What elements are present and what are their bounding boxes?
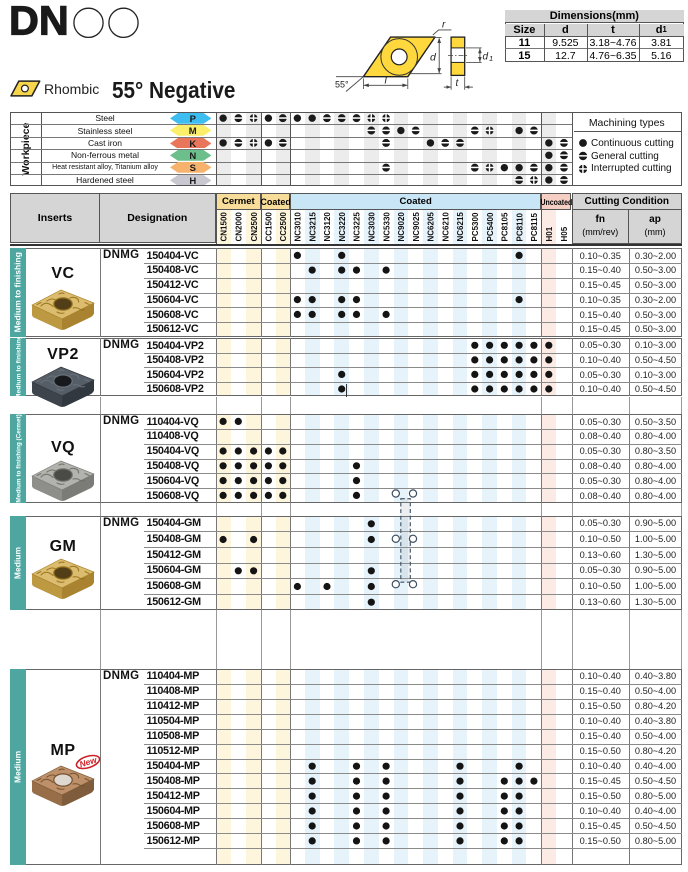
svg-text:CN2500: CN2500 — [250, 212, 259, 242]
svg-text:NC3030: NC3030 — [368, 212, 377, 242]
svg-text:d: d — [430, 52, 437, 64]
svg-text:M: M — [189, 126, 197, 136]
svg-text:P: P — [189, 114, 196, 124]
svg-text:Medium to finishing (Cermet): Medium to finishing (Cermet) — [16, 414, 23, 502]
svg-text:Medium to finishing: Medium to finishing — [16, 338, 23, 396]
svg-text:r: r — [442, 20, 446, 31]
svg-text:d: d — [483, 52, 489, 63]
svg-text:NC3010: NC3010 — [294, 212, 303, 242]
svg-text:CC2500: CC2500 — [279, 212, 288, 242]
svg-text:55°: 55° — [335, 80, 349, 90]
svg-text:N: N — [189, 151, 196, 161]
svg-text:H05: H05 — [560, 226, 569, 241]
svg-text:K: K — [189, 138, 196, 148]
svg-text:CC1500: CC1500 — [265, 212, 274, 242]
svg-text:t: t — [456, 78, 460, 89]
svg-text:PC8105: PC8105 — [501, 212, 510, 241]
svg-text:PC8115: PC8115 — [530, 212, 539, 241]
svg-text:NC3215: NC3215 — [308, 212, 317, 242]
svg-text:1: 1 — [489, 54, 493, 63]
svg-text:NC6205: NC6205 — [427, 212, 436, 242]
svg-text:PC5300: PC5300 — [471, 212, 480, 241]
svg-text:NC6215: NC6215 — [456, 212, 465, 242]
svg-text:Medium to finishing: Medium to finishing — [13, 252, 23, 332]
svg-text:H01: H01 — [545, 226, 554, 241]
svg-text:S: S — [189, 163, 195, 173]
svg-text:NC3225: NC3225 — [353, 212, 362, 242]
svg-text:NC5330: NC5330 — [382, 212, 391, 242]
svg-text:NC6210: NC6210 — [441, 212, 450, 242]
svg-text:Medium: Medium — [13, 750, 23, 783]
svg-text:PC5400: PC5400 — [486, 212, 495, 241]
svg-text:H: H — [189, 175, 196, 185]
svg-text:CN1500: CN1500 — [219, 212, 228, 242]
svg-text:NC9020: NC9020 — [397, 212, 406, 242]
svg-text:CN2000: CN2000 — [235, 212, 244, 242]
svg-text:NC9025: NC9025 — [412, 212, 421, 242]
svg-text:Medium: Medium — [13, 546, 23, 579]
svg-text:NC3120: NC3120 — [323, 212, 332, 242]
svg-text:NC3220: NC3220 — [338, 212, 347, 242]
svg-text:l: l — [385, 75, 388, 87]
svg-text:PC8110: PC8110 — [515, 212, 524, 241]
